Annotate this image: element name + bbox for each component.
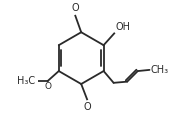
Text: OH: OH [116, 22, 131, 32]
Text: H₃C: H₃C [17, 76, 35, 86]
Text: O: O [72, 3, 79, 13]
Text: O: O [44, 82, 51, 91]
Text: CH₃: CH₃ [151, 65, 169, 75]
Text: O: O [83, 102, 91, 112]
